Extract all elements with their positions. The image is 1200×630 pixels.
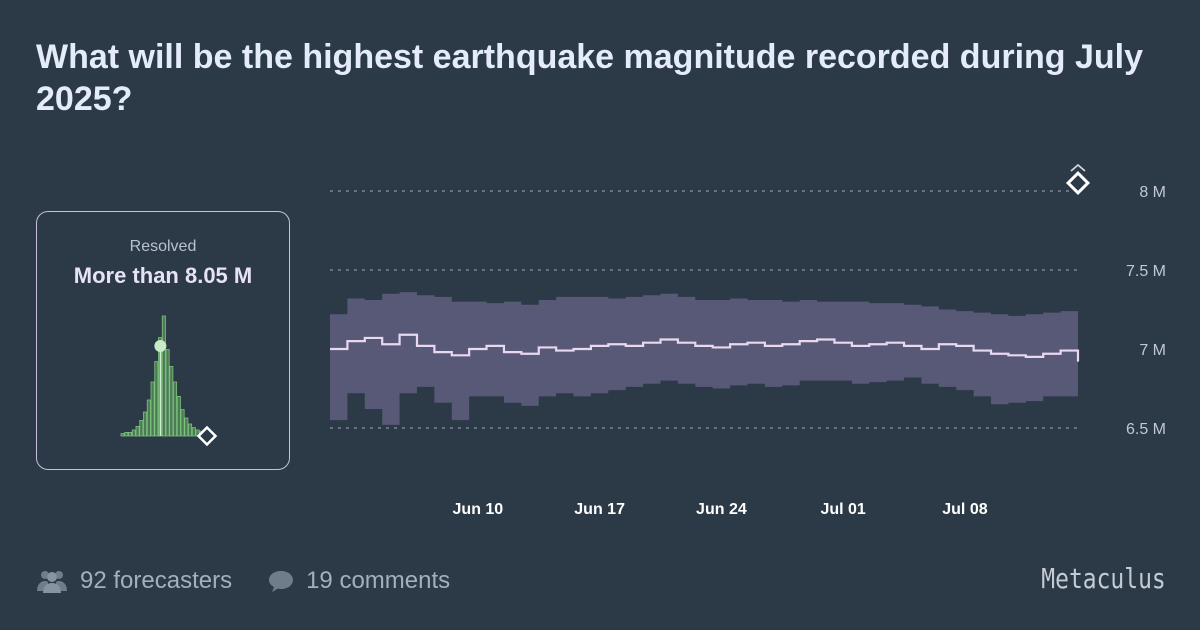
forecast-histogram bbox=[120, 315, 218, 447]
histogram-bar bbox=[191, 427, 196, 437]
comment-bubble-icon bbox=[269, 571, 294, 592]
x-tick-label: Jul 08 bbox=[942, 501, 987, 518]
histogram-bar bbox=[146, 399, 151, 437]
histogram-bar bbox=[143, 411, 148, 437]
forecast-timeline-chart: 6.5 M 7 M 7.5 M 8 M Jun 10 Jun 17 Jun 24 Jul 01… bbox=[330, 163, 1166, 518]
histogram-bar bbox=[154, 361, 159, 437]
histogram-bar bbox=[128, 431, 133, 437]
forecasters-stat: 92 forecasters bbox=[36, 567, 232, 595]
people-icon bbox=[37, 571, 67, 593]
histogram-bar bbox=[180, 409, 185, 437]
forecasters-count: 92 forecasters bbox=[80, 567, 233, 594]
histogram-median-dot bbox=[154, 340, 167, 352]
resolved-value: More than 8.05 M bbox=[73, 263, 253, 288]
histogram-resolution-diamond-icon bbox=[196, 425, 218, 447]
confidence-band bbox=[330, 292, 1078, 425]
histogram-bar bbox=[120, 433, 125, 437]
comments-stat[interactable]: 19 comments bbox=[268, 567, 450, 595]
histogram-bar bbox=[169, 365, 174, 437]
histogram-bar bbox=[165, 349, 170, 437]
median-line bbox=[330, 333, 1080, 362]
y-tick-label: 8 M bbox=[1139, 184, 1166, 201]
histogram-bar bbox=[173, 381, 178, 437]
y-tick-label: 6.5 M bbox=[1126, 421, 1166, 438]
resolution-card: Resolved More than 8.05 M bbox=[36, 211, 290, 470]
histogram-bar bbox=[135, 425, 140, 437]
x-tick-label: Jun 10 bbox=[453, 501, 504, 518]
x-tick-label: Jun 24 bbox=[696, 501, 747, 518]
histogram-bar bbox=[161, 315, 166, 437]
brand-logo[interactable]: Metaculus bbox=[1041, 562, 1166, 595]
x-tick-label: Jul 01 bbox=[820, 501, 865, 518]
comments-count[interactable]: 19 comments bbox=[306, 567, 451, 594]
histogram-bar bbox=[184, 417, 189, 437]
resolved-label: Resolved bbox=[129, 238, 197, 255]
histogram-bar bbox=[176, 395, 181, 437]
page-title: What will be the highest earthquake magn… bbox=[36, 38, 1144, 118]
histogram-bar bbox=[124, 431, 129, 437]
x-tick-label: Jun 17 bbox=[574, 501, 625, 518]
histogram-bar bbox=[131, 429, 136, 437]
histogram-bar bbox=[188, 423, 193, 437]
y-tick-label: 7.5 M bbox=[1126, 263, 1166, 280]
footer-stats: 92 forecasters 19 comments bbox=[36, 564, 486, 598]
y-tick-label: 7 M bbox=[1139, 342, 1166, 359]
resolution-diamond-icon bbox=[1065, 163, 1091, 196]
histogram-bar bbox=[150, 381, 155, 437]
histogram-bar bbox=[139, 419, 144, 437]
